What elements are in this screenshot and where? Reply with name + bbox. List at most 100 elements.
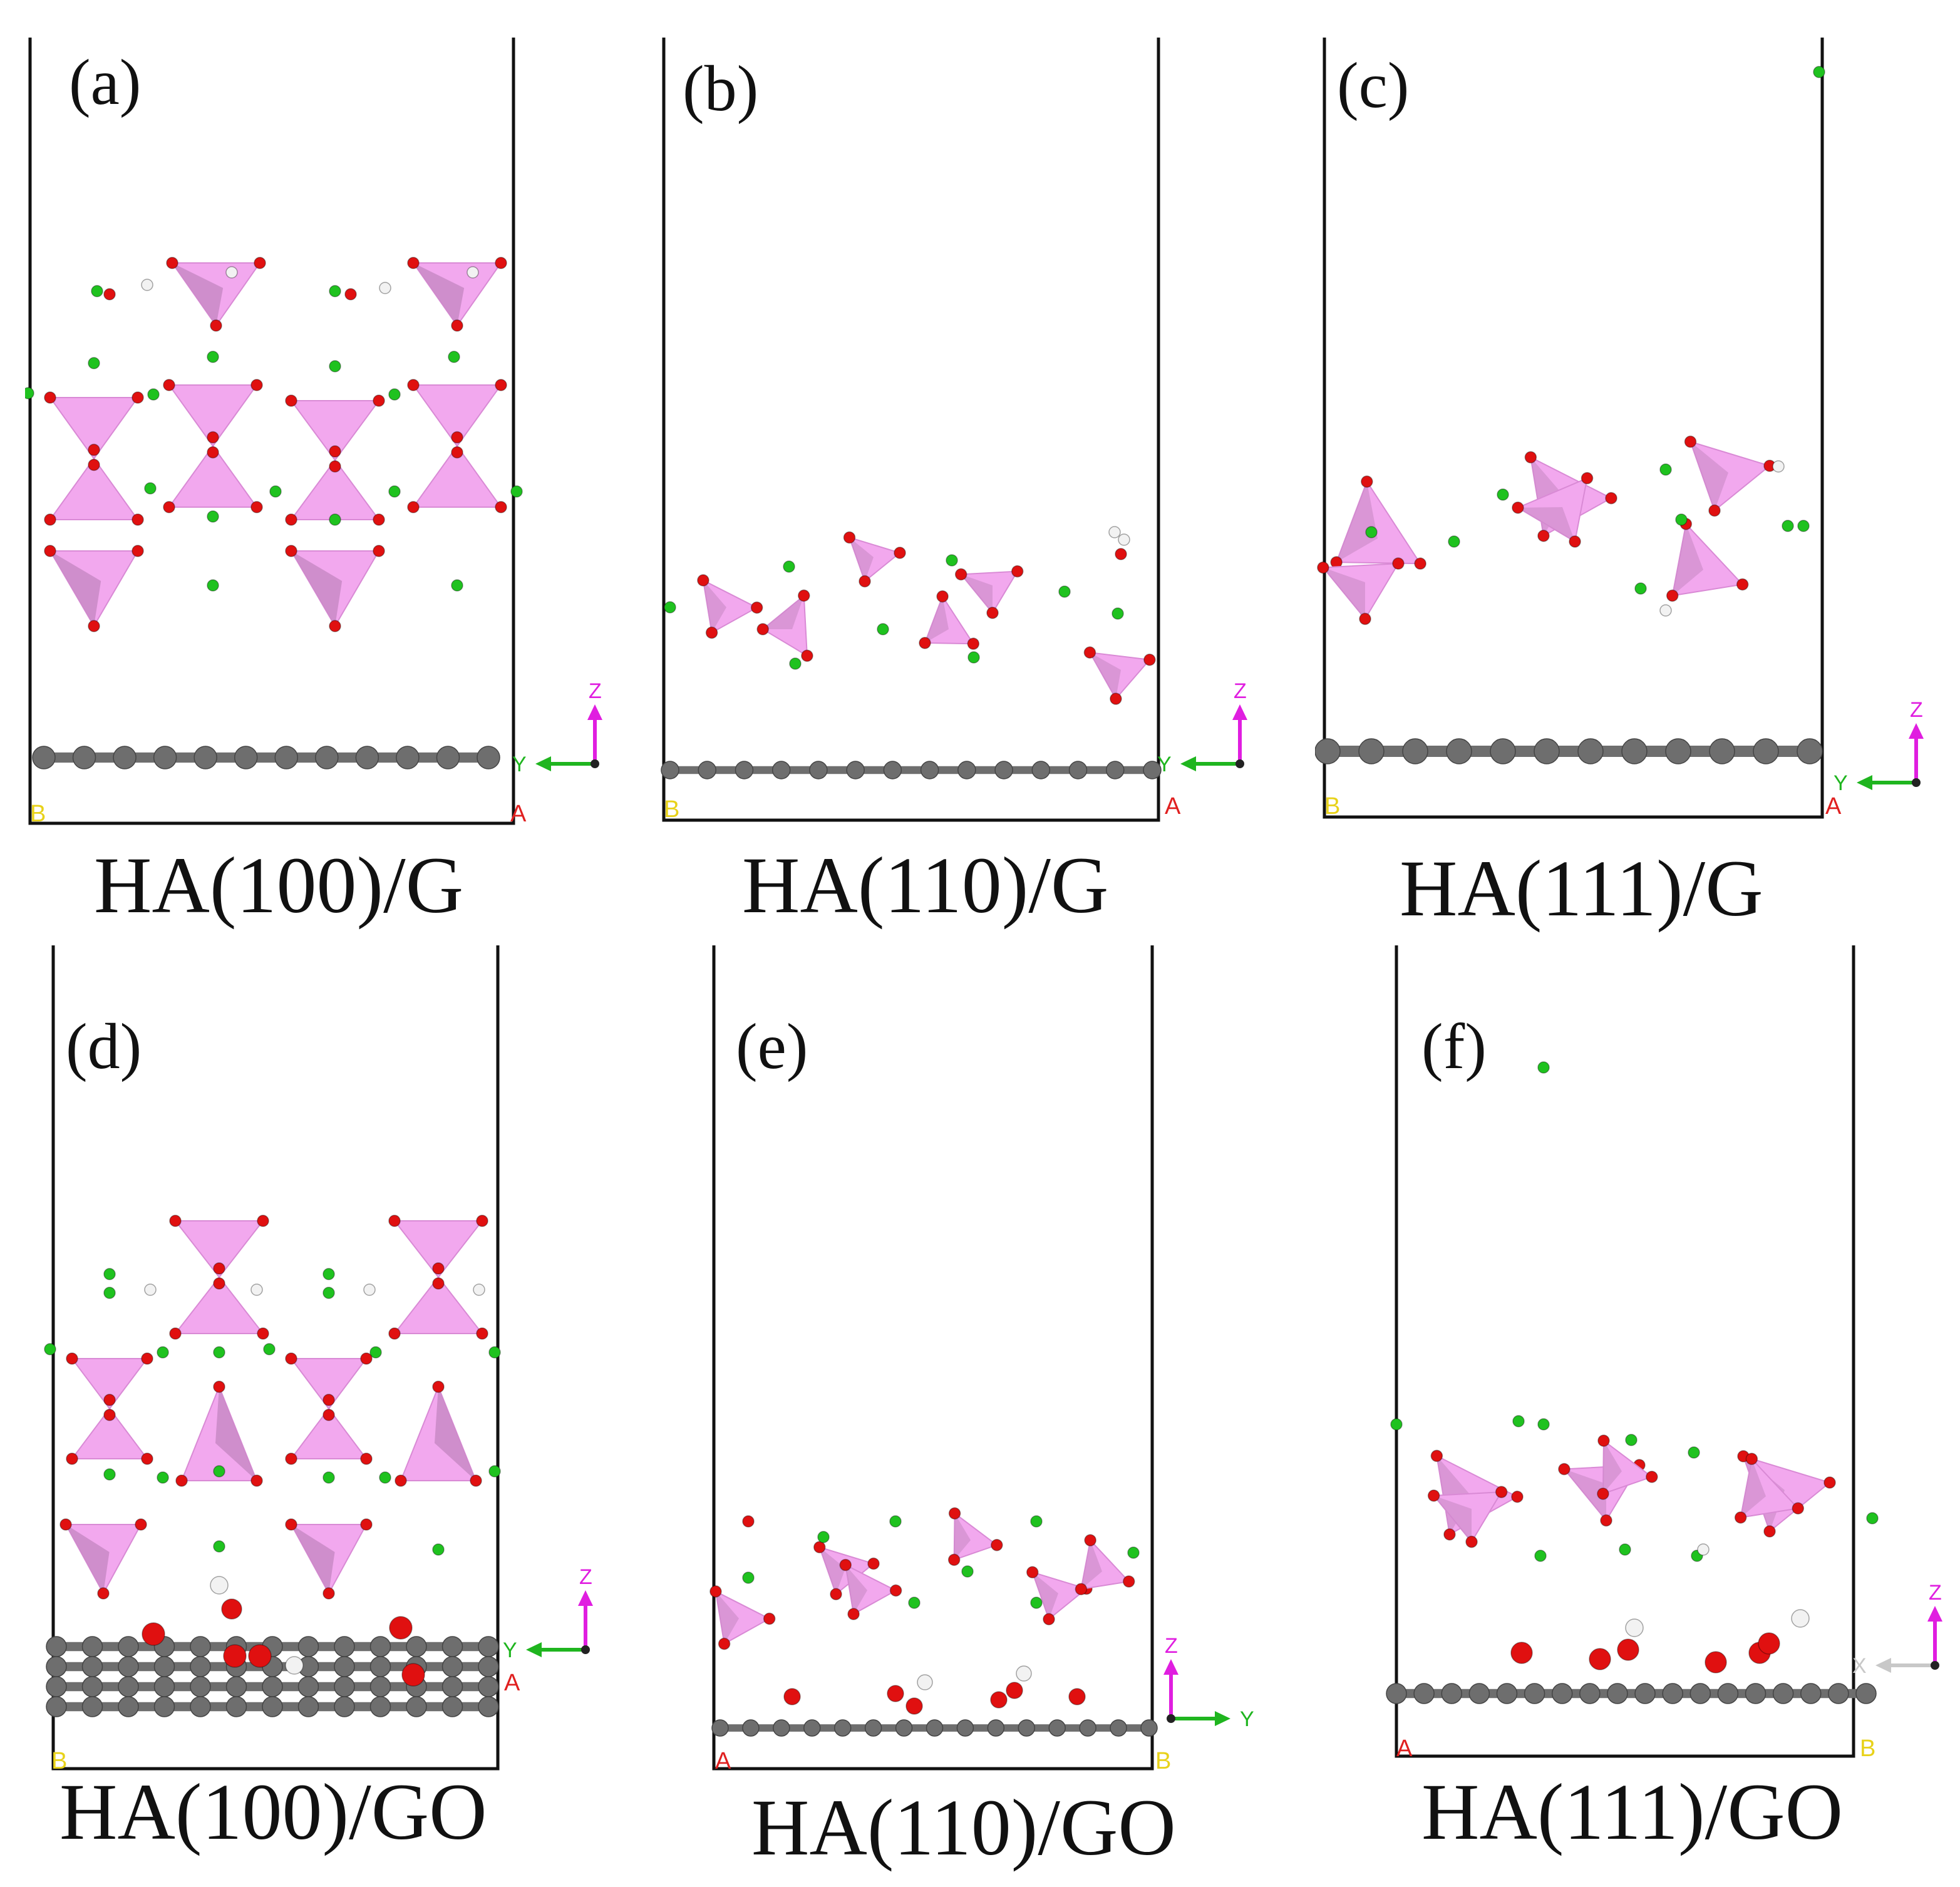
calcium-atom-icon	[889, 1515, 902, 1528]
oxygen-atom-icon	[344, 288, 357, 301]
panel-e-caption: HA(110)/GO	[751, 1783, 1176, 1872]
axis-triad-icon: ZY	[512, 679, 602, 776]
carbon-atom-icon	[1106, 761, 1125, 779]
phosphate-tetrahedron-icon	[1597, 1434, 1658, 1500]
carbon-atom-icon	[1048, 1719, 1066, 1737]
oxygen-atom-icon	[257, 1327, 269, 1340]
calcium-atom-icon	[967, 651, 980, 664]
oxygen-atom-icon	[285, 1453, 297, 1465]
phosphate-face	[1080, 1539, 1130, 1590]
oxygen-atom-icon	[1823, 1476, 1836, 1489]
phosphate-face	[953, 1512, 998, 1561]
phosphate-face	[849, 537, 874, 582]
oxygen-atom-icon	[432, 1277, 445, 1290]
carbon-atom-icon	[1717, 1683, 1739, 1704]
carbon-atom-icon	[956, 1719, 974, 1737]
calcium-atom-icon	[329, 285, 341, 297]
hydrogen-atom-icon	[1697, 1543, 1710, 1556]
oxygen-atom-icon	[213, 1277, 225, 1290]
phosphate-face	[290, 1358, 368, 1410]
oxygen-atom-icon	[88, 458, 100, 471]
carbon-atom-icon	[1772, 1683, 1794, 1704]
oxygen-atom-icon	[830, 1588, 842, 1600]
phosphate-face	[1088, 651, 1151, 700]
calcium-atom-icon	[103, 1268, 116, 1280]
lattice-vector-label: A	[504, 1670, 520, 1696]
carbon-atom-icon	[864, 1719, 882, 1737]
carbon-atom-icon	[1031, 761, 1051, 779]
oxygen-atom-icon	[1392, 557, 1405, 570]
lattice-vector-label: A	[1165, 793, 1181, 820]
carbon-atom-icon	[1441, 1683, 1462, 1704]
carbon-atom-icon	[369, 1696, 391, 1717]
oxygen-atom-icon	[936, 590, 949, 603]
oxygen-atom-icon	[254, 257, 266, 269]
oxygen-atom-icon	[1758, 1632, 1780, 1655]
oxygen-atom-icon	[257, 1215, 269, 1227]
hydrogen-atom-icon	[210, 1576, 229, 1595]
oxygen-atom-icon	[750, 601, 763, 614]
calcium-atom-icon	[488, 1465, 501, 1478]
phosphate-face	[1081, 1540, 1102, 1590]
carbon-atom-icon	[441, 1656, 463, 1677]
oxygen-atom-icon	[495, 379, 507, 391]
calcium-atom-icon	[961, 1565, 974, 1578]
carbon-atom-icon	[1534, 738, 1560, 764]
z-axis-label: Z	[1929, 1581, 1942, 1605]
carbon-atom-icon	[190, 1696, 211, 1717]
oxygen-atom-icon	[991, 1539, 1003, 1551]
carbon-atom-icon	[406, 1636, 427, 1657]
carbon-atom-icon	[1140, 1719, 1158, 1737]
oxygen-atom-icon	[142, 1622, 165, 1646]
phosphate-tetrahedron-icon	[290, 400, 380, 520]
panel-a-caption: HA(100)/G	[94, 841, 464, 930]
oxygen-atom-icon	[141, 1453, 153, 1465]
oxygen-atom-icon	[213, 1381, 225, 1393]
oxygen-atom-icon	[250, 501, 263, 513]
oxygen-atom-icon	[285, 1518, 297, 1531]
oxygen-atom-icon	[839, 1558, 852, 1571]
z-axis-label: Z	[579, 1565, 592, 1589]
carbon-atom-icon	[698, 761, 716, 779]
carbon-atom-icon	[441, 1676, 463, 1697]
calcium-atom-icon	[1625, 1434, 1638, 1446]
calcium-atom-icon	[388, 388, 401, 401]
oxygen-atom-icon	[1569, 535, 1581, 548]
carbon-atom-icon	[742, 1719, 760, 1737]
oxygen-atom-icon	[742, 1515, 755, 1528]
oxygen-atom-icon	[373, 513, 385, 526]
phosphate-tetrahedron-icon	[1330, 475, 1426, 570]
phosphate-tetrahedron-icon	[947, 1507, 1003, 1566]
panel-b-structure: ZYB A	[661, 38, 1247, 823]
phosphate-face	[1032, 1572, 1058, 1620]
horizontal-axis-label: Y	[512, 753, 527, 776]
horizontal-axis-arrowhead	[1215, 1711, 1230, 1726]
carbon-atom-icon	[1800, 1683, 1822, 1704]
oxygen-atom-icon	[1745, 1453, 1758, 1465]
oxygen-atom-icon	[163, 501, 175, 513]
phosphate-tetrahedron-icon	[1317, 557, 1405, 625]
oxygen-atom-icon	[407, 257, 420, 269]
calcium-atom-icon	[388, 485, 401, 498]
horizontal-axis-label: Y	[503, 1638, 517, 1662]
calcium-atom-icon	[322, 1471, 335, 1484]
phosphate-face	[435, 1387, 476, 1481]
oxygen-atom-icon	[919, 637, 931, 649]
axis-triad-icon: ZY	[1157, 679, 1247, 776]
carbon-atom-icon	[478, 1676, 499, 1697]
oxygen-atom-icon	[322, 1409, 335, 1421]
oxygen-atom-icon	[97, 1587, 110, 1600]
oxygen-atom-icon	[175, 1474, 188, 1487]
oxygen-atom-icon	[798, 589, 810, 602]
carbon-atom-icon	[477, 746, 500, 769]
carbon-atom-icon	[369, 1636, 391, 1657]
carbon-atom-icon	[1665, 738, 1691, 764]
oxygen-atom-icon	[407, 501, 420, 513]
oxygen-atom-icon	[103, 1394, 116, 1406]
oxygen-atom-icon	[388, 1215, 401, 1227]
oxygen-atom-icon	[401, 1663, 425, 1687]
carbon-atom-icon	[735, 761, 754, 779]
lattice-vector-label: B	[1324, 793, 1340, 820]
phosphate-face	[715, 1591, 739, 1644]
